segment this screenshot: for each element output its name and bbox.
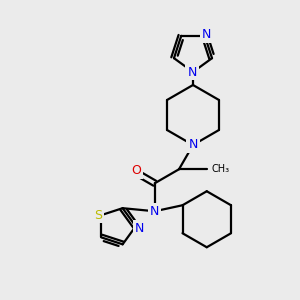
Text: N: N [202,28,212,41]
Text: N: N [135,222,144,235]
Text: N: N [187,65,197,79]
Text: CH₃: CH₃ [211,164,229,174]
Text: N: N [188,139,198,152]
Text: S: S [94,208,102,222]
Text: N: N [150,205,159,218]
Text: O: O [131,164,141,177]
